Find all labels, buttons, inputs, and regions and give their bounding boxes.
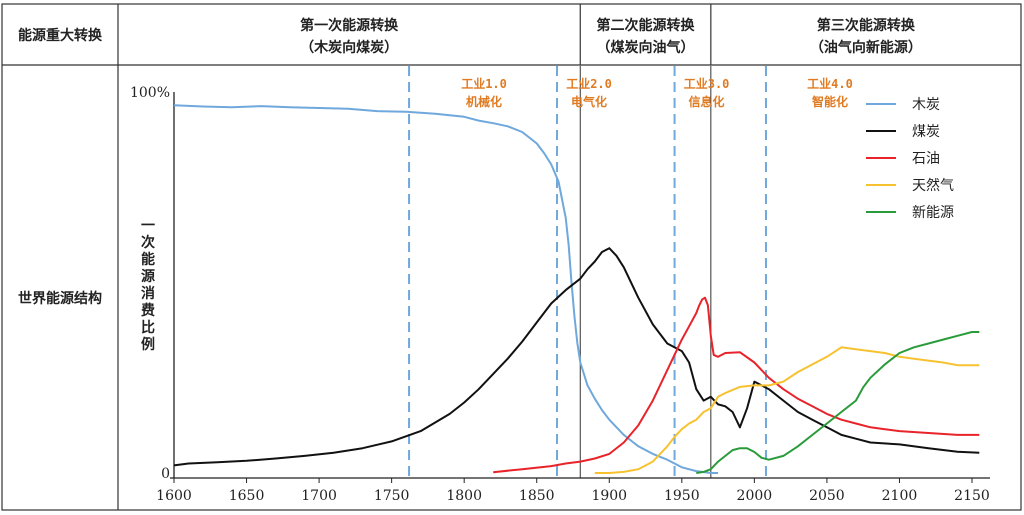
- transition-2-subtitle: （煤炭向油气）: [597, 39, 695, 56]
- row-label: 世界能源结构: [18, 290, 102, 307]
- y-label-char: 次: [141, 234, 155, 251]
- x-tick-label: 1700: [301, 488, 337, 504]
- chart-axes: 1600 1650 1700 1750 1800 1850 1900 1950 2000 2050…: [130, 85, 990, 504]
- x-tick-label: 1750: [374, 488, 410, 504]
- x-tick-label: 2100: [882, 488, 918, 504]
- industry-label-3: 工业3.0: [684, 76, 730, 91]
- x-tick-label: 1650: [229, 488, 265, 504]
- industry-label-2: 工业2.0: [566, 76, 612, 91]
- y-label-char: 费: [141, 302, 155, 319]
- legend-label-1: 木炭: [912, 97, 940, 113]
- x-tick-label: 1800: [446, 488, 482, 504]
- table-frame: [1, 3, 1022, 511]
- transition-3-title: 第三次能源转换: [817, 17, 916, 34]
- series-line-2: [173, 247, 980, 467]
- transition-3-subtitle: （油气向新能源）: [810, 39, 922, 56]
- transition-2-title: 第二次能源转换: [597, 17, 696, 34]
- y-label-char: 例: [141, 336, 155, 353]
- industry-sublabel-4: 智能化: [811, 94, 848, 109]
- x-tick-label: 1600: [156, 488, 192, 504]
- transition-1-title: 第一次能源转换: [300, 17, 399, 34]
- y-tick-label: 100%: [130, 85, 170, 101]
- y-label-char: 消: [141, 285, 155, 302]
- x-tick-label: 2150: [954, 488, 990, 504]
- series-line-3: [493, 296, 980, 474]
- industry-sublabel-3: 信息化: [689, 94, 725, 109]
- industry-sublabel-1: 机械化: [466, 94, 502, 109]
- x-tick-label: 2000: [737, 488, 773, 504]
- y-tick-label: 0: [161, 466, 170, 482]
- series-line-1: [173, 104, 719, 474]
- transition-1-subtitle: （木炭向煤炭）: [300, 39, 398, 56]
- series-line-5: [696, 331, 980, 474]
- industry-label-4: 工业4.0: [807, 76, 853, 91]
- x-tick-label: 1900: [591, 488, 627, 504]
- x-tick-label: 1850: [519, 488, 555, 504]
- legend-label-5: 新能源: [912, 205, 954, 221]
- series-lines: [173, 104, 980, 474]
- industry-sublabel-2: 电气化: [571, 94, 607, 109]
- y-label-char: 一: [141, 218, 155, 234]
- x-tick-label: 2050: [809, 488, 845, 504]
- y-label-char: 能: [141, 251, 155, 268]
- industry-revolution-markers: 工业1.0 机械化 工业2.0 电气化 工业3.0 信息化 工业4.0 智能化: [408, 66, 853, 478]
- corner-label: 能源重大转换: [18, 27, 103, 44]
- legend-label-4: 天然气: [912, 177, 954, 194]
- x-tick-label: 1950: [664, 488, 700, 504]
- legend-label-3: 石油: [912, 151, 940, 167]
- industry-label-1: 工业1.0: [461, 76, 507, 91]
- y-label-char: 源: [141, 268, 155, 285]
- transition-boundaries: [579, 4, 712, 478]
- legend-label-2: 煤炭: [912, 124, 940, 140]
- y-label-char: 比: [141, 319, 155, 336]
